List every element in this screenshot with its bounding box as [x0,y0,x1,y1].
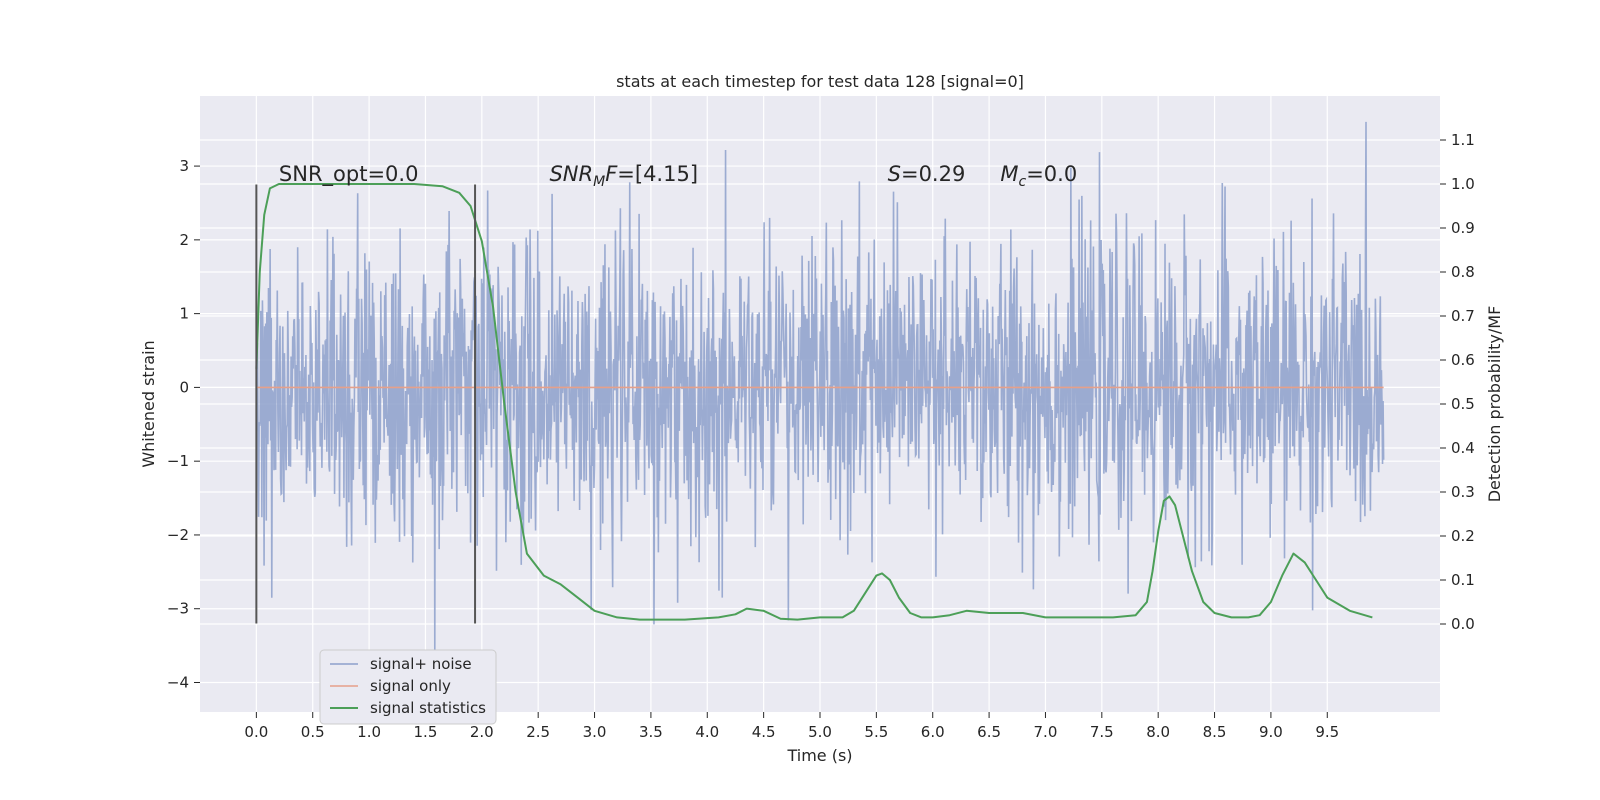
x-tick-label-2: 1.0 [357,723,381,741]
x-tick-label-7: 3.5 [639,723,663,741]
y-right-tick-label-5: 0.5 [1451,395,1475,413]
y-right-tick-label-3: 0.3 [1451,483,1475,501]
y-right-tick-label-6: 0.6 [1451,351,1475,369]
y-right-tick-label-7: 0.7 [1451,307,1475,325]
y-tick-label-7: 3 [179,157,189,175]
y-tick-label-3: −1 [167,452,189,470]
x-tick-label-0: 0.0 [244,723,268,741]
annotations: SNR_opt=0.0 SNRMF=[4.15] S=0.29 Mc=0.0 [279,162,1077,190]
y-tick-label-5: 1 [179,305,189,323]
y-axis-label-right: Detection probability/MF [1485,306,1504,503]
series-line-1 [255,183,1373,621]
annotation-snr-mf: SNRMF=[4.15] [549,162,698,190]
legend-label-0: signal+ noise [370,655,472,673]
x-tick-label-17: 8.5 [1203,723,1227,741]
x-tick-label-13: 6.5 [977,723,1001,741]
x-tick-label-10: 5.0 [808,723,832,741]
x-tick-label-1: 0.5 [301,723,325,741]
y-right-tick-label-9: 0.9 [1451,219,1475,237]
x-tick-label-5: 2.5 [526,723,550,741]
y-right-tick-label-10: 1.0 [1451,175,1475,193]
x-axis-label: Time (s) [786,746,852,765]
y-tick-label-1: −3 [167,600,189,618]
chart-title: stats at each timestep for test data 128… [616,72,1024,91]
x-tick-label-14: 7.0 [1034,723,1058,741]
annotation-snr-opt: SNR_opt=0.0 [279,162,419,187]
legend-box [319,649,497,725]
vertical-markers [255,184,477,624]
y-tick-label-4: 0 [179,378,189,396]
x-tick-label-11: 5.5 [864,723,888,741]
legend-label-2: signal statistics [370,699,486,717]
legend-label-1: signal only [370,677,451,695]
noise-series [255,121,1385,657]
y-right-tick-label-11: 1.1 [1451,131,1475,149]
annotation-s: S=0.29 [888,162,966,186]
y-right-tick-label-1: 0.1 [1451,571,1475,589]
line-series [255,183,1384,621]
y-right-tick-label-0: 0.0 [1451,615,1475,633]
y-tick-label-6: 2 [179,231,189,249]
y-right-tick-label-8: 0.8 [1451,263,1475,281]
legend: signal+ noise signal only signal statistic… [319,649,497,725]
tick-labels: 0.0 0.5 1.0 1.5 2.0 2.5 3.0 3.5 4.0 4.5 5.0 5.5 6.0 6… [167,131,1475,741]
x-tick-label-18: 9.0 [1259,723,1283,741]
x-tick-label-3: 1.5 [414,723,438,741]
series-signal-noise [255,121,1385,657]
annotation-mc: Mc=0.0 [1000,162,1077,190]
x-tick-label-12: 6.0 [921,723,945,741]
y-right-tick-label-2: 0.2 [1451,527,1475,545]
x-tick-label-15: 7.5 [1090,723,1114,741]
x-tick-label-9: 4.5 [752,723,776,741]
x-tick-label-16: 8.0 [1146,723,1170,741]
x-tick-label-6: 3.0 [583,723,607,741]
y-right-tick-label-4: 0.4 [1451,439,1475,457]
x-tick-label-4: 2.0 [470,723,494,741]
y-tick-label-0: −4 [167,673,189,691]
x-tick-label-19: 9.5 [1315,723,1339,741]
y-axis-label: Whitened strain [139,340,158,467]
x-tick-label-8: 4.0 [695,723,719,741]
y-tick-label-2: −2 [167,526,189,544]
